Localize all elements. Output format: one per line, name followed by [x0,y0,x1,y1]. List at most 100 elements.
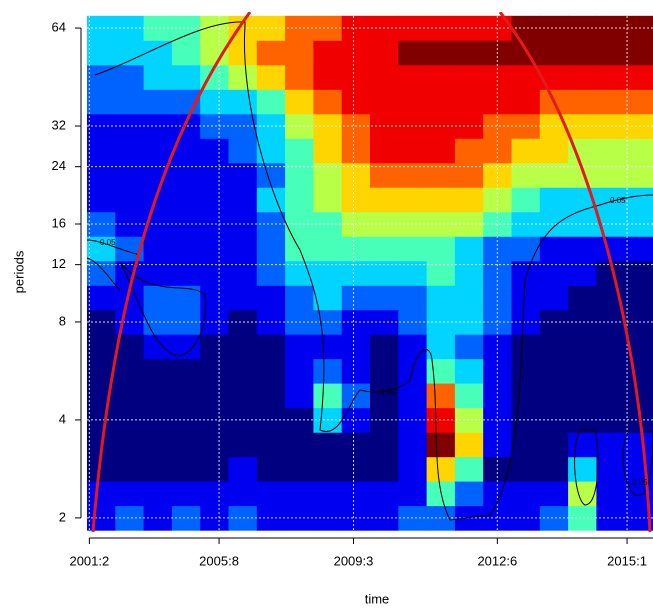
heatmap-cell [342,138,371,163]
heatmap-cell [200,432,229,457]
heatmap-cell [200,481,229,506]
heatmap-cell [229,383,258,408]
heatmap-cell [370,236,399,261]
heatmap-cell [87,89,116,114]
heatmap-cell [115,481,144,506]
heatmap-cell [370,334,399,359]
heatmap-cell [229,65,258,90]
heatmap-cell [596,40,625,65]
heatmap-cell [285,359,314,384]
heatmap-cell [229,359,258,384]
heatmap-cell [200,236,229,261]
heatmap-cell [342,65,371,90]
heatmap-cell [625,285,653,310]
heatmap-cell [540,236,569,261]
heatmap-cell [257,285,286,310]
chart: 0.05 0.05 0.05 0.05 time periods 2481216… [0,0,653,610]
x-tick-label: 2001:2 [69,553,109,568]
y-tick-label: 12 [52,256,66,271]
heatmap-cell [568,383,597,408]
heatmap-cell [625,187,653,212]
heatmap-cell [257,334,286,359]
heatmap-cell [115,383,144,408]
heatmap-cell [540,359,569,384]
x-tick-label: 2009:3 [334,553,374,568]
heatmap-cell [229,138,258,163]
x-axis-label: time [365,591,390,606]
heatmap-cell [540,481,569,506]
heatmap-cell [512,359,541,384]
heatmap-cell [172,383,201,408]
heatmap-cell [229,457,258,482]
heatmap-cell [596,383,625,408]
heatmap-cell [200,359,229,384]
heatmap-cell [512,236,541,261]
heatmap-cell [257,236,286,261]
heatmap-cell [257,187,286,212]
heatmap-cell [200,89,229,114]
heatmap-cell [427,187,456,212]
heatmap-cell [144,89,173,114]
heatmap-cell [313,187,342,212]
heatmap-cell [342,359,371,384]
heatmap-cell [200,40,229,65]
heatmap-cell [427,285,456,310]
heatmap-cell [313,457,342,482]
heatmap-cell [285,432,314,457]
heatmap-cell [596,138,625,163]
heatmap-cell [200,285,229,310]
heatmap-cell [427,383,456,408]
heatmap-cell [512,89,541,114]
y-tick-label: 24 [52,158,66,173]
heatmap-cell [115,432,144,457]
heatmap-cell [115,187,144,212]
heatmap-cell [87,285,116,310]
heatmap-cell [540,65,569,90]
heatmap-cell [596,432,625,457]
heatmap-cell [115,457,144,482]
heatmap-cell [512,138,541,163]
heatmap-cell [285,285,314,310]
heatmap-cell [257,89,286,114]
heatmap-cell [115,359,144,384]
heatmap-cell [596,481,625,506]
heatmap-cell [568,89,597,114]
heatmap-cell [87,187,116,212]
heatmap-cell [625,138,653,163]
heatmap-cell [540,432,569,457]
heatmap-cell [342,481,371,506]
heatmap-cell [455,481,484,506]
heatmap-cell [370,40,399,65]
heatmap-cell [427,236,456,261]
heatmap-cell [427,138,456,163]
heatmap-cell [313,65,342,90]
heatmap-cell [87,138,116,163]
heatmap-cell [568,40,597,65]
heatmap-cell [568,457,597,482]
heatmap-cell [144,138,173,163]
heatmap-cell [625,65,653,90]
heatmap-cell [625,359,653,384]
y-tick-label: 8 [59,313,66,328]
heatmap-cell [313,432,342,457]
heatmap-cell [540,334,569,359]
heatmap-cell [342,334,371,359]
heatmap-cell [257,40,286,65]
heatmap-cell [427,40,456,65]
heatmap-cell [427,457,456,482]
heatmap-cell [455,285,484,310]
heatmap-cell [427,359,456,384]
heatmap-cell [370,187,399,212]
heatmap-cell [512,383,541,408]
heatmap-cell [115,138,144,163]
heatmap-cell [200,383,229,408]
heatmap-cell [200,334,229,359]
contour-label: 0.05 [380,388,396,397]
heatmap-cell [398,187,427,212]
heatmap-cell [398,457,427,482]
heatmap-cell [512,457,541,482]
heatmap-cell [540,40,569,65]
heatmap-cell [172,236,201,261]
heatmap-cell [285,187,314,212]
heatmap-cell [625,40,653,65]
